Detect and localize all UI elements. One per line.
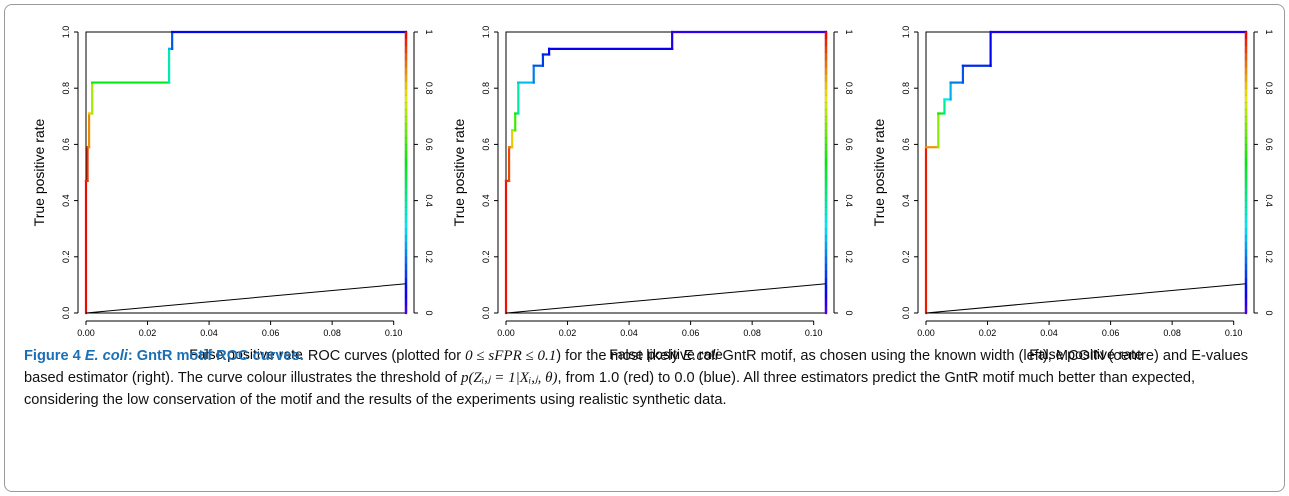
y-tick-label: 0.8 (481, 82, 491, 95)
right-tick-label: 0.2 (1264, 251, 1274, 264)
right-tick-label: 0.8 (1264, 82, 1274, 95)
x-tick-label: 0.00 (497, 328, 515, 338)
caption-formula-1: 0 ≤ sFPR ≤ 0.1 (465, 348, 557, 364)
right-tick-label: 0 (1264, 310, 1274, 315)
figure-caption: Figure 4 E. coli: GntR motif ROC curves.… (24, 345, 1267, 411)
roc-chart-centre: 0.00 0.02 0.04 0.06 0.08 0.10 0.0 0.2 0.4 0.6 0.8 1… (451, 26, 854, 362)
right-tick-label: 0.4 (844, 194, 854, 207)
random-classifier-line (85, 283, 407, 314)
roc-chart-right: 0.00 0.02 0.04 0.06 0.08 0.10 0.0 0.2 0.4 0.6 0.8 1… (871, 26, 1274, 362)
caption-formula-2: p(Zᵢ,ⱼ = 1|Xᵢ,ⱼ, θ) (460, 370, 558, 386)
random-classifier-line (505, 283, 827, 314)
x-tick-label: 0.10 (805, 328, 823, 338)
roc-panel-centre: 0.00 0.02 0.04 0.06 0.08 0.10 0.0 0.2 0.4 0.6 0.8 1… (440, 12, 860, 362)
x-tick-label: 0.08 (743, 328, 761, 338)
y-tick-label: 0.0 (481, 307, 491, 320)
random-classifier-line (925, 283, 1247, 314)
caption-label: Figure 4 (24, 348, 81, 364)
y-tick-label: 0.0 (901, 307, 911, 320)
y-tick-label: 0.0 (61, 307, 71, 320)
x-axis-title: False positive rate (1029, 346, 1143, 362)
y-tick-label: 0.2 (901, 251, 911, 264)
x-tick-label: 0.04 (620, 328, 638, 338)
y-tick-label: 0.2 (481, 251, 491, 264)
x-tick-label: 0.02 (559, 328, 577, 338)
x-tick-label: 0.00 (917, 328, 935, 338)
x-tick-label: 0.02 (979, 328, 997, 338)
x-tick-label: 0.08 (323, 328, 341, 338)
x-tick-label: 0.06 (262, 328, 280, 338)
y-tick-label: 1.0 (481, 26, 491, 39)
y-tick-label: 0.2 (61, 251, 71, 264)
right-tick-label: 0 (844, 310, 854, 315)
right-tick-label: 0.6 (844, 138, 854, 151)
y-axis-title: True positive rate (31, 118, 47, 226)
x-tick-label: 0.10 (1225, 328, 1243, 338)
plot-box (505, 31, 827, 314)
roc-panel-left: 0.00 0.02 0.04 0.06 0.08 0.10 0.0 0.2 0.4 0.6 0.8 1… (20, 12, 440, 362)
y-axis-title: True positive rate (451, 118, 467, 226)
right-tick-label: 0.8 (424, 82, 434, 95)
y-tick-label: 0.6 (61, 138, 71, 151)
plot-box (925, 31, 1247, 314)
y-tick-label: 0.6 (901, 138, 911, 151)
right-tick-label: 0.6 (1264, 138, 1274, 151)
x-tick-label: 0.06 (682, 328, 700, 338)
y-tick-label: 1.0 (901, 26, 911, 39)
x-tick-label: 0.02 (139, 328, 157, 338)
y-tick-label: 0.4 (61, 194, 71, 207)
figure-frame (4, 4, 1285, 492)
right-tick-label: 0.6 (424, 138, 434, 151)
caption-title: : GntR motif ROC curves. (127, 348, 304, 364)
y-tick-label: 0.4 (901, 194, 911, 207)
caption-text-4: , from 1.0 (red) to 0.0 (blue). All thre… (24, 370, 1196, 408)
caption-text-3: GntR motif, as chosen using the known wi… (24, 348, 1249, 386)
plot-box (85, 31, 407, 314)
caption-title-organism: E. coli (84, 348, 128, 364)
x-tick-label: 0.04 (1040, 328, 1058, 338)
y-tick-label: 0.4 (481, 194, 491, 207)
roc-panel-right: 0.00 0.02 0.04 0.06 0.08 0.10 0.0 0.2 0.4 0.6 0.8 1… (860, 12, 1280, 362)
x-tick-label: 0.00 (77, 328, 95, 338)
right-tick-label: 1 (424, 29, 434, 34)
x-tick-label: 0.08 (1163, 328, 1181, 338)
x-tick-label: 0.04 (200, 328, 218, 338)
right-tick-label: 1 (1264, 29, 1274, 34)
caption-organism: E.coli (682, 348, 719, 364)
right-tick-label: 0.8 (844, 82, 854, 95)
y-tick-label: 0.6 (481, 138, 491, 151)
right-tick-label: 0.2 (424, 251, 434, 264)
y-axis-title: True positive rate (871, 118, 887, 226)
x-tick-label: 0.06 (1102, 328, 1120, 338)
right-tick-label: 1 (844, 29, 854, 34)
roc-chart-left: 0.00 0.02 0.04 0.06 0.08 0.10 0.0 0.2 0.4 0.6 0.8 1… (31, 26, 434, 362)
y-tick-label: 1.0 (61, 26, 71, 39)
y-tick-label: 0.8 (901, 82, 911, 95)
x-axis-title: False positive rate (189, 346, 303, 362)
figure-panels: 0.00 0.02 0.04 0.06 0.08 0.10 0.0 0.2 0.4 0.6 0.8 1… (20, 12, 1274, 362)
caption-text-1: ROC curves (plotted for (303, 348, 466, 364)
x-axis-title: False positive rate (609, 346, 723, 362)
right-tick-label: 0 (424, 310, 434, 315)
right-tick-label: 0.4 (1264, 194, 1274, 207)
right-tick-label: 0.2 (844, 251, 854, 264)
caption-text-2: ) for the most likely (556, 348, 683, 364)
y-tick-label: 0.8 (61, 82, 71, 95)
right-tick-label: 0.4 (424, 194, 434, 207)
x-tick-label: 0.10 (385, 328, 403, 338)
